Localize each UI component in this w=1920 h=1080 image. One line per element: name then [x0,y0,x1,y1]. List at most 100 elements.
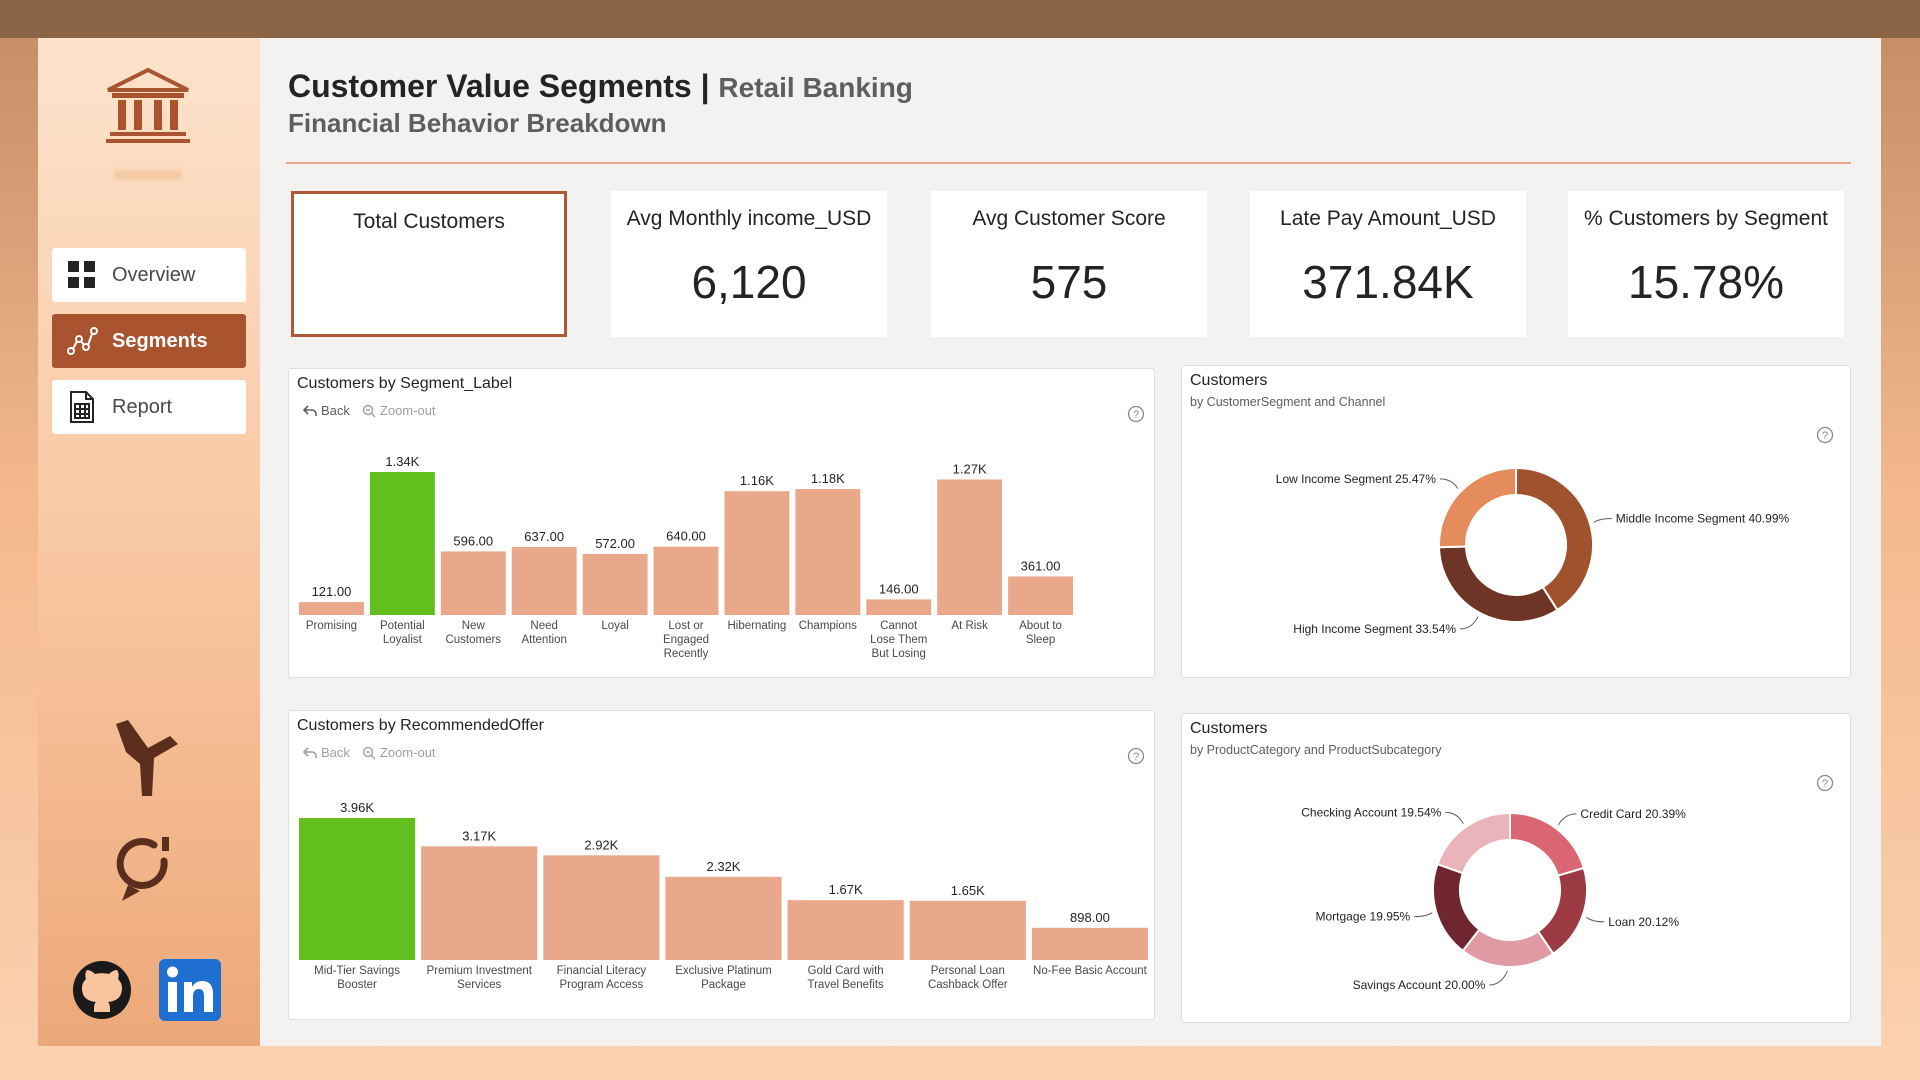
donut-slice[interactable] [1436,811,1511,875]
kpi-card-avg-customer-score[interactable]: Avg Customer Score 575 [931,191,1207,337]
bar[interactable] [440,551,506,615]
nav-report-button[interactable]: Report [52,380,246,434]
back-button[interactable]: Back [303,745,350,760]
kpi-card-total-customers[interactable]: Total Customers [291,191,567,337]
chart-subtitle: by CustomerSegment and Channel [1190,395,1386,409]
bar[interactable] [369,472,435,615]
zoom-out-button[interactable]: Zoom-out [362,745,436,760]
svg-text:?: ? [1822,430,1828,442]
bar[interactable] [724,491,790,615]
chart-toolbar: Back Zoom-out [303,403,436,418]
category-label: At Risk [951,620,988,632]
bar-data-label: 2.32K [707,859,741,874]
kpi-label: Avg Customer Score [972,207,1166,230]
chart-title: Customers [1190,372,1268,389]
help-icon[interactable]: ? [1816,426,1834,444]
kpi-card-percent-by-segment[interactable]: % Customers by Segment 15.78% [1568,191,1844,337]
grid-icon [66,259,98,291]
kpi-value: 15.78% [1627,256,1784,308]
page-title-inline-subtitle: Retail Banking [718,72,913,103]
donut-slice[interactable] [1461,928,1555,968]
category-label: About to Sleep [1019,620,1062,646]
bar[interactable] [1008,576,1073,615]
magnifier-icon [362,404,376,417]
bar[interactable] [582,553,648,615]
page-title-main: Customer Value Segments | [288,68,710,104]
leader-line [1593,517,1612,523]
bar[interactable] [665,876,782,960]
bar-data-label: 898.00 [1070,910,1110,925]
back-label: Back [321,403,350,418]
bar[interactable] [795,489,861,615]
bar[interactable] [866,599,932,615]
donut-slice[interactable] [1515,466,1594,612]
bar[interactable] [653,546,719,615]
slice-data-label: Loan 20.12% [1608,915,1679,929]
slice-data-label: Checking Account 19.54% [1301,805,1441,819]
bar[interactable] [299,602,364,615]
help-icon[interactable]: ? [1127,405,1145,423]
segment-donut-chart-card[interactable]: Customers by CustomerSegment and Channel… [1181,365,1851,678]
svg-text:?: ? [1133,751,1139,763]
kpi-label: Total Customers [353,210,505,233]
logo-caption-blurred [114,170,182,180]
product-donut-chart: Credit Card 20.39% Loan 20.12% Savings Acc… [1301,805,1686,992]
chat-refresh-icon[interactable] [114,833,178,905]
svg-text:?: ? [1133,409,1139,421]
bar[interactable] [299,818,416,960]
bank-logo-icon [106,67,190,143]
category-label: Potential Loyalist [380,620,425,646]
kpi-label: Avg Monthly income_USD [626,207,872,230]
donut-slice[interactable] [1438,545,1559,623]
bar[interactable] [511,547,577,615]
kpi-value: 6,120 [691,256,807,308]
sidebar: Overview Segments Report [38,38,260,1046]
page-subtitle: Financial Behavior Breakdown [288,108,667,138]
bar-data-label: 637.00 [524,529,564,544]
kpi-card-avg-monthly-income[interactable]: Avg Monthly income_USD 6,120 [611,191,887,337]
svg-text:?: ? [1822,778,1828,790]
back-label: Back [321,745,350,760]
bar[interactable] [937,479,1003,615]
help-icon[interactable]: ? [1816,774,1834,792]
category-label: Need Attention [521,620,566,646]
donut-slice[interactable] [1509,811,1586,877]
chart-title: Customers by Segment_Label [297,375,513,392]
nav-segments-button[interactable]: Segments [52,314,246,368]
slice-data-label: High Income Segment 33.54% [1293,622,1456,636]
leader-line [1439,478,1459,489]
bar[interactable] [421,846,538,960]
bar[interactable] [1031,927,1148,960]
bar-data-label: 2.92K [584,837,618,852]
donut-slice[interactable] [1432,862,1481,953]
bar[interactable] [787,900,904,960]
leader-line [1414,912,1433,918]
bar[interactable] [909,900,1026,960]
linkedin-icon[interactable] [159,959,221,1021]
github-icon[interactable] [72,960,132,1020]
bar-data-label: 3.17K [462,828,496,843]
nav-overview-button[interactable]: Overview [52,248,246,302]
kpi-card-late-pay-amount[interactable]: Late Pay Amount_USD 371.84K [1250,191,1526,337]
bar-data-label: 146.00 [879,581,919,596]
nav-overview-label: Overview [112,263,196,286]
help-icon[interactable]: ? [1127,747,1145,765]
bar-data-label: 572.00 [595,536,635,551]
product-donut-chart-card[interactable]: Customers by ProductCategory and Product… [1181,713,1851,1023]
zoom-out-button[interactable]: Zoom-out [362,403,436,418]
main-content: Customer Value Segments | Retail Banking… [260,38,1881,1046]
power-bi-plane-icon[interactable] [112,718,182,798]
category-label: Exclusive Platinum Package [675,965,772,991]
category-label: Financial Literacy Program Access [557,965,647,991]
slice-data-label: Low Income Segment 25.47% [1276,472,1436,486]
category-label: Hibernating [727,620,786,632]
segment-bar-chart-card[interactable]: Customers by Segment_Label Back Zoom-out… [288,368,1155,678]
category-label: Lost or Engaged Recently [663,620,709,660]
back-button[interactable]: Back [303,403,350,418]
offer-bar-chart-card[interactable]: Customers by RecommendedOffer Back Zoom-… [288,710,1155,1020]
leader-line [1585,916,1605,923]
bar-data-label: 1.65K [951,883,985,898]
donut-slice[interactable] [1438,466,1517,549]
bar-data-label: 121.00 [312,584,352,599]
bar[interactable] [543,855,660,960]
